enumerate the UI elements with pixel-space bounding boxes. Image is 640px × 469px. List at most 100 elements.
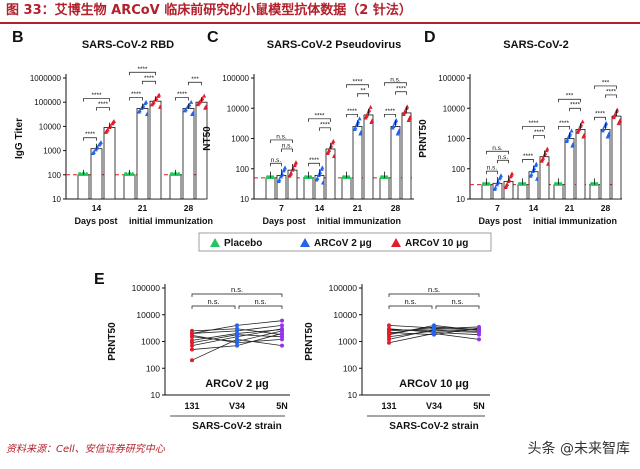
panel-d-sig-label: n.s.: [498, 154, 509, 161]
panel-e2-ytick-label: 10000: [333, 310, 357, 320]
panel-e1-ytick-label: 1000: [141, 337, 160, 347]
panel-c-sig-bracket: [346, 113, 358, 118]
panel-e2-point: [477, 337, 481, 342]
panel-c-sig-label: n.s.: [390, 76, 401, 83]
panel-b-sig-bracket: [175, 97, 189, 101]
panel-b-sig-bracket: [83, 98, 110, 102]
panel-c-sig-bracket: [395, 91, 407, 95]
panel-d-point: [499, 173, 503, 178]
panel-e1-xtick-label: V34: [229, 401, 245, 411]
panel-e2-point: [477, 330, 481, 335]
panel-c-ytick-label: 100: [236, 165, 250, 174]
panel-c-point: [283, 165, 287, 170]
panel-c-sig-bracket: [308, 162, 320, 167]
source-note: 资料来源：Cell、安信证券研究中心: [6, 444, 165, 455]
panel-letter-c: C: [207, 29, 219, 46]
panel-c-sig-bracket: [384, 82, 407, 86]
panel-d-ytick-label: 10: [456, 195, 465, 204]
panel-b-sig-label: ****: [98, 101, 109, 108]
panel-e2-point: [387, 323, 391, 328]
panel-d-bar: [575, 128, 586, 200]
panel-c-xtick-label: 28: [391, 203, 401, 213]
panel-d-bar: [600, 128, 611, 200]
panel-c-sig-label: ****: [309, 157, 320, 164]
panel-e1-point: [280, 323, 284, 328]
panel-c-ytick-label: 1000: [231, 135, 249, 144]
panel-c-sig-label: ****: [347, 108, 358, 115]
panel-c-ytick-label: 100000: [222, 74, 249, 83]
panel-d-sig-bracket: [558, 125, 570, 130]
panel-b-point: [85, 171, 90, 176]
panel-b-sig-label: ****: [85, 131, 96, 138]
panel-e2-ytick-label: 10: [348, 390, 358, 400]
panel-b-bar: [182, 108, 195, 200]
panel-d-point: [565, 137, 570, 142]
legend-marker-1: [300, 238, 310, 247]
panel-c-point: [277, 177, 282, 182]
legend-label-2: ARCoV 10 μg: [405, 238, 468, 249]
panel-b-point: [151, 99, 156, 104]
panel-c-bar: [390, 126, 401, 200]
panel-c-xtick-label: 14: [315, 203, 325, 213]
panel-d-xtick-label: 21: [565, 203, 575, 213]
panel-b-ytick-label: 1000000: [30, 74, 62, 83]
panel-c-point: [359, 130, 363, 135]
panel-b-sig-label: ****: [144, 75, 155, 82]
panel-e2-ytick-label: 100000: [329, 283, 358, 293]
panel-e1-xlabel: SARS-CoV-2 strain: [192, 421, 281, 432]
panel-d-sig-label: ****: [534, 129, 545, 136]
panel-d-point: [607, 131, 611, 136]
legend-marker-2: [391, 238, 401, 247]
panel-d-point: [534, 161, 539, 166]
panel-c-point: [365, 112, 370, 117]
panel-d-sig-label: ***: [566, 93, 574, 100]
panel-b-point: [202, 93, 207, 98]
panel-b-ylabel: IgG Titer: [14, 118, 25, 159]
panel-c-xtick-label: 21: [353, 203, 363, 213]
panel-d-sig-bracket: [522, 126, 545, 130]
panel-e1-group-label: ARCoV 2 μg: [205, 378, 269, 390]
panel-e1-sig-bracket: [191, 293, 283, 297]
panel-d-sig-label: n.s.: [487, 165, 498, 172]
panel-c-ytick-label: 10: [240, 195, 249, 204]
panel-d-xtick-label: 7: [495, 203, 500, 213]
panel-d-sig-label: ****: [606, 88, 617, 95]
panel-b-sig-label: ****: [91, 92, 102, 99]
panel-b-point: [91, 149, 96, 154]
panel-c-sig-label: n.s.: [276, 133, 287, 140]
panel-e2-sig-label: n.s.: [404, 297, 416, 306]
panel-c-point: [394, 117, 399, 122]
panel-b-point: [144, 99, 149, 104]
panel-c-xtick-label: 7: [279, 203, 284, 213]
panel-e2-ytick-label: 100: [343, 363, 357, 373]
panel-d-point: [618, 118, 622, 123]
panel-b-point: [204, 104, 208, 109]
panel-c-point: [397, 128, 401, 133]
panel-e1-point: [235, 323, 239, 328]
panel-d-point: [590, 181, 595, 186]
panel-b-ytick-label: 1000: [43, 147, 61, 156]
panel-c-bar: [341, 177, 352, 200]
panel-d-bar: [503, 181, 514, 200]
panel-d-sig-bracket: [594, 85, 617, 89]
panel-e1-point: [280, 327, 284, 332]
panel-b-point: [197, 99, 202, 104]
panel-b-sig-bracket: [129, 97, 143, 101]
panel-d-sig-bracket: [605, 94, 617, 98]
panel-d-sig-bracket: [522, 159, 534, 163]
panel-d-xtick-label: 14: [529, 203, 539, 213]
panel-e1-ylabel: PRNT50: [107, 322, 118, 361]
panel-b-bar: [136, 108, 149, 200]
panel-d-ytick-label: 100000: [438, 74, 465, 83]
panel-b-sig-bracket: [83, 137, 97, 141]
panel-c-point: [332, 154, 336, 159]
watermark: 头条 @未来智库: [527, 441, 630, 457]
panel-e2-sig-label: n.s.: [428, 285, 440, 294]
panel-d-xtick-label: 28: [601, 203, 611, 213]
panel-b-point: [189, 99, 194, 104]
panel-e1-point: [280, 343, 284, 348]
panel-c-point: [304, 174, 309, 179]
panel-b-sig-bracket: [96, 107, 110, 111]
panel-b-point: [183, 107, 188, 112]
panel-e2-sig-bracket: [388, 305, 433, 309]
